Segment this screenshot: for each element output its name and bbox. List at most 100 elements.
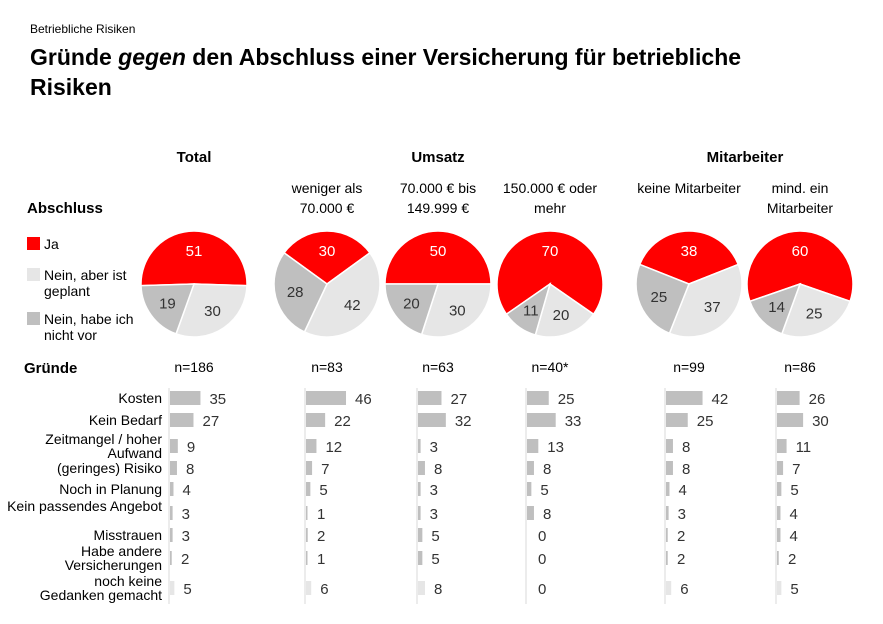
bar — [170, 439, 178, 453]
bar-value: 9 — [187, 439, 195, 456]
bar-value: 1 — [317, 506, 325, 523]
bar — [777, 551, 779, 565]
bar — [777, 506, 781, 520]
bar-value: 3 — [182, 528, 190, 545]
bar-value: 13 — [547, 439, 564, 456]
bar — [418, 439, 421, 453]
bar — [170, 506, 173, 520]
bar-value: 5 — [790, 581, 798, 598]
legend-label: Ja — [44, 236, 59, 252]
pie-slice — [746, 230, 854, 303]
pie-label: 28 — [287, 284, 304, 301]
bar-value: 25 — [558, 391, 575, 408]
bar-value: 2 — [317, 528, 325, 545]
bar-value: 3 — [430, 439, 438, 456]
sample-size: n=86 — [784, 359, 816, 375]
bar — [777, 461, 784, 475]
bar-value: 25 — [697, 413, 714, 430]
bar-value: 4 — [789, 506, 797, 523]
bar-value: 7 — [792, 461, 800, 478]
category-label: Misstrauen — [93, 527, 162, 543]
bar — [418, 506, 421, 520]
bar-value: 5 — [540, 482, 548, 499]
pie-label: 42 — [344, 297, 361, 314]
bar — [418, 461, 425, 475]
bar-value: 5 — [319, 482, 327, 499]
bar-value: 6 — [680, 581, 688, 598]
bar-value: 2 — [677, 528, 685, 545]
group-umsatz: Umsatz — [411, 149, 465, 166]
bar — [777, 528, 781, 542]
bar-value: 3 — [430, 506, 438, 523]
bar — [527, 461, 534, 475]
bar — [666, 439, 673, 453]
bar — [418, 528, 423, 542]
col-header: 70.000 € bis 149.999 € — [399, 180, 477, 216]
pie-slice — [283, 230, 371, 285]
pie-label: 30 — [319, 243, 336, 260]
bar — [418, 482, 421, 496]
pie-label: 60 — [792, 243, 809, 260]
pie-slice — [748, 282, 802, 335]
bar — [777, 391, 800, 405]
bar-value: 0 — [538, 551, 546, 568]
bar-value: 8 — [682, 439, 690, 456]
sample-size: n=186 — [174, 359, 214, 375]
pie-label: 70 — [542, 243, 559, 260]
pie-slice — [534, 282, 595, 338]
bar — [666, 461, 673, 475]
bar — [170, 461, 177, 475]
bar — [170, 551, 172, 565]
bar-value: 4 — [678, 482, 686, 499]
bar-value: 8 — [543, 506, 551, 523]
bar-value: 46 — [355, 391, 372, 408]
bar — [777, 439, 787, 453]
group-mitarbeiter: Mitarbeiter — [706, 149, 784, 166]
pie-slice — [140, 230, 248, 287]
bar-value: 8 — [434, 461, 442, 478]
bar — [666, 581, 672, 595]
sample-size: n=99 — [673, 359, 705, 375]
pie-slice — [505, 282, 552, 336]
col-header: keine Mitarbeiter — [637, 180, 741, 196]
bar-value: 0 — [538, 528, 546, 545]
legend-label: Nein, habe ich nicht vor — [44, 311, 134, 343]
bar-value: 30 — [812, 413, 829, 430]
title-emphasis: gegen — [118, 44, 186, 70]
bar — [666, 551, 668, 565]
pie-label: 20 — [553, 307, 570, 324]
legend-swatch-geplant — [27, 268, 40, 281]
bar-value: 35 — [209, 391, 226, 408]
bar-value: 1 — [317, 551, 325, 568]
bar-value: 8 — [543, 461, 551, 478]
sample-size: n=63 — [422, 359, 454, 375]
bar — [418, 413, 446, 427]
bar — [527, 439, 539, 453]
bar — [306, 439, 317, 453]
bar-value: 33 — [565, 413, 582, 430]
legend-swatch-nicht-vor — [27, 312, 40, 325]
bar — [170, 482, 174, 496]
bar — [666, 506, 669, 520]
bar — [527, 506, 534, 520]
bar-value: 6 — [320, 581, 328, 598]
bar-value: 26 — [809, 391, 826, 408]
category-label: Kein passendes Angebot — [7, 498, 162, 514]
bar — [777, 413, 804, 427]
bar — [170, 581, 175, 595]
pie-slice — [303, 251, 381, 338]
sample-size: n=40* — [531, 359, 569, 375]
legend-swatch-ja — [27, 237, 40, 250]
col-header: mind. ein Mitarbeiter — [766, 180, 834, 216]
sample-size: n=83 — [311, 359, 343, 375]
category-label: Kosten — [118, 390, 162, 406]
bar-value: 0 — [538, 581, 546, 598]
legend-label: Nein, aber ist geplant — [44, 267, 127, 299]
bar-value: 2 — [788, 551, 796, 568]
bar-value: 5 — [431, 551, 439, 568]
pie-slice — [273, 251, 328, 333]
pie-label: 11 — [523, 303, 539, 320]
pie-slice — [140, 283, 196, 335]
bar-value: 22 — [334, 413, 351, 430]
